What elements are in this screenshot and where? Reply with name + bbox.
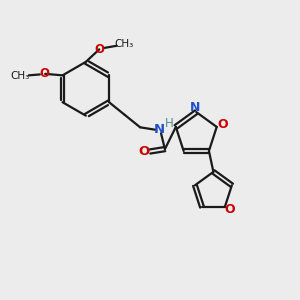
Text: CH₃: CH₃ xyxy=(114,39,133,49)
Text: O: O xyxy=(218,118,228,131)
Text: O: O xyxy=(40,67,50,80)
Text: N: N xyxy=(190,100,200,113)
Text: H: H xyxy=(165,117,173,130)
Text: O: O xyxy=(138,145,150,158)
Text: O: O xyxy=(95,43,105,56)
Text: N: N xyxy=(154,123,165,136)
Text: CH₃: CH₃ xyxy=(11,70,30,81)
Text: O: O xyxy=(225,203,236,216)
